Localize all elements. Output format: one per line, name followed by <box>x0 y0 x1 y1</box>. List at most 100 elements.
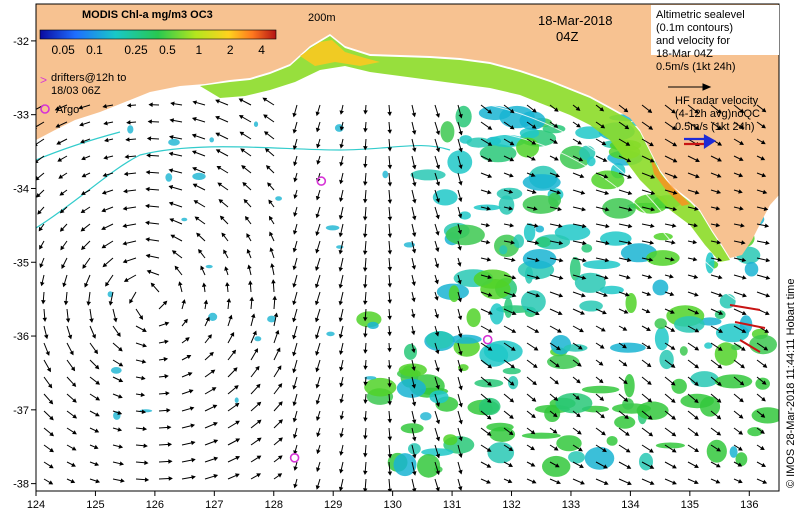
velocity-arrowhead <box>387 182 393 187</box>
velocity-arrowhead <box>387 111 392 117</box>
velocity-arrowhead <box>40 281 45 287</box>
chl-patch <box>729 446 738 458</box>
velocity-arrowhead <box>94 428 100 433</box>
velocity-arrowhead <box>292 300 297 306</box>
velocity-arrowhead <box>72 398 77 403</box>
velocity-arrowhead <box>124 154 129 159</box>
chl-patch <box>325 225 340 231</box>
velocity-arrowhead <box>411 130 417 135</box>
chl-patch <box>486 422 514 432</box>
velocity-arrowhead <box>486 479 491 484</box>
velocity-arrowhead <box>218 199 224 204</box>
velocity-arrowhead <box>363 300 368 306</box>
velocity-arrowhead <box>554 463 560 468</box>
velocity-arrowhead <box>145 203 150 209</box>
chl-patch <box>168 138 180 146</box>
velocity-arrowhead <box>56 140 62 145</box>
velocity-arrowhead <box>118 346 123 352</box>
velocity-arrowhead <box>647 415 653 420</box>
velocity-arrowhead <box>650 190 656 195</box>
velocity-arrowhead <box>671 240 676 245</box>
velocity-arrowhead <box>104 137 109 143</box>
velocity-arrowhead <box>48 399 54 405</box>
colorbar-tick-label: 2 <box>227 43 234 57</box>
velocity-arrowhead <box>457 246 462 251</box>
velocity-arrowhead <box>215 99 220 104</box>
velocity-arrowhead <box>765 293 771 298</box>
velocity-arrowhead <box>387 331 392 337</box>
colorbar-tick-label: 0.05 <box>51 43 75 57</box>
velocity-arrowhead <box>72 414 78 419</box>
velocity-arrowhead <box>191 133 197 139</box>
velocity-arrowhead <box>213 456 219 462</box>
velocity-arrowhead <box>189 406 195 411</box>
velocity-arrowhead <box>627 480 632 486</box>
chl-patch <box>735 452 748 467</box>
x-axis-ticks: 124 125 126 127 128 129 130 131 132 133 134 135 136 <box>27 491 758 511</box>
velocity-arrowhead <box>167 442 173 447</box>
velocity-arrowhead <box>576 123 581 128</box>
velocity-arrowhead <box>292 351 297 357</box>
velocity-arrowhead <box>434 331 440 337</box>
velocity-arrowhead <box>624 292 630 297</box>
chl-patch <box>655 442 686 449</box>
x-tick-label: 135 <box>681 499 699 511</box>
chl-patch <box>499 245 508 255</box>
velocity-arrowhead <box>201 282 207 288</box>
velocity-arrowhead <box>141 375 146 381</box>
velocity-arrowhead <box>412 471 417 476</box>
velocity-arrowhead <box>387 315 392 321</box>
chl-patch <box>581 244 593 253</box>
chl-patch <box>579 300 603 312</box>
velocity-arrowhead <box>458 113 463 119</box>
velocity-arrowhead <box>105 281 110 287</box>
velocity-arrowhead <box>581 293 586 298</box>
velocity-arrowhead <box>694 125 700 130</box>
velocity-arrowhead <box>458 180 463 186</box>
velocity-arrowhead <box>604 207 610 212</box>
velocity-arrowhead <box>122 258 128 264</box>
velocity-arrowhead <box>141 359 147 364</box>
velocity-arrowhead <box>292 230 298 235</box>
velocity-arrowhead <box>692 239 698 245</box>
velocity-arrowhead <box>716 173 722 178</box>
velocity-arrowhead <box>762 479 768 484</box>
chl-patch <box>563 344 588 352</box>
velocity-arrowhead <box>599 107 605 112</box>
velocity-arrowhead <box>718 328 723 333</box>
coastal-chlorophyll-peak <box>650 156 690 206</box>
velocity-arrowhead <box>71 382 77 387</box>
velocity-arrowhead <box>191 150 197 155</box>
x-tick-label: 126 <box>146 499 164 511</box>
velocity-arrowhead <box>457 229 462 235</box>
velocity-arrowhead <box>242 182 247 187</box>
velocity-arrowhead <box>761 462 767 467</box>
velocity-arrowhead <box>582 240 587 246</box>
chl-patch <box>535 225 545 233</box>
velocity-arrowhead <box>363 284 368 289</box>
velocity-arrowhead <box>435 402 440 407</box>
velocity-arrowhead <box>215 149 221 154</box>
velocity-arrowhead <box>387 266 393 272</box>
velocity-arrowhead <box>694 431 699 437</box>
velocity-arrowhead <box>694 346 700 351</box>
chl-patch <box>455 105 472 128</box>
chl-patch <box>747 427 763 437</box>
velocity-arrowhead <box>694 310 700 315</box>
velocity-arrowhead <box>256 419 262 425</box>
velocity-arrowhead <box>739 124 745 130</box>
colorbar-tick-label: 0.1 <box>86 43 103 57</box>
velocity-arrowhead <box>292 145 298 151</box>
chl-patch <box>504 297 513 318</box>
velocity-arrowhead <box>315 416 321 421</box>
chl-patch <box>181 217 188 222</box>
altimetry-legend-line5: 0.5m/s (1kt 24h) <box>656 61 735 73</box>
velocity-arrowhead <box>278 419 283 424</box>
velocity-arrowhead <box>487 109 493 114</box>
velocity-arrowhead <box>118 444 124 449</box>
velocity-arrowhead <box>101 244 107 249</box>
velocity-arrowhead <box>169 118 175 123</box>
chl-patch <box>487 442 515 464</box>
velocity-arrowhead <box>231 349 237 355</box>
velocity-arrowhead <box>78 105 84 110</box>
